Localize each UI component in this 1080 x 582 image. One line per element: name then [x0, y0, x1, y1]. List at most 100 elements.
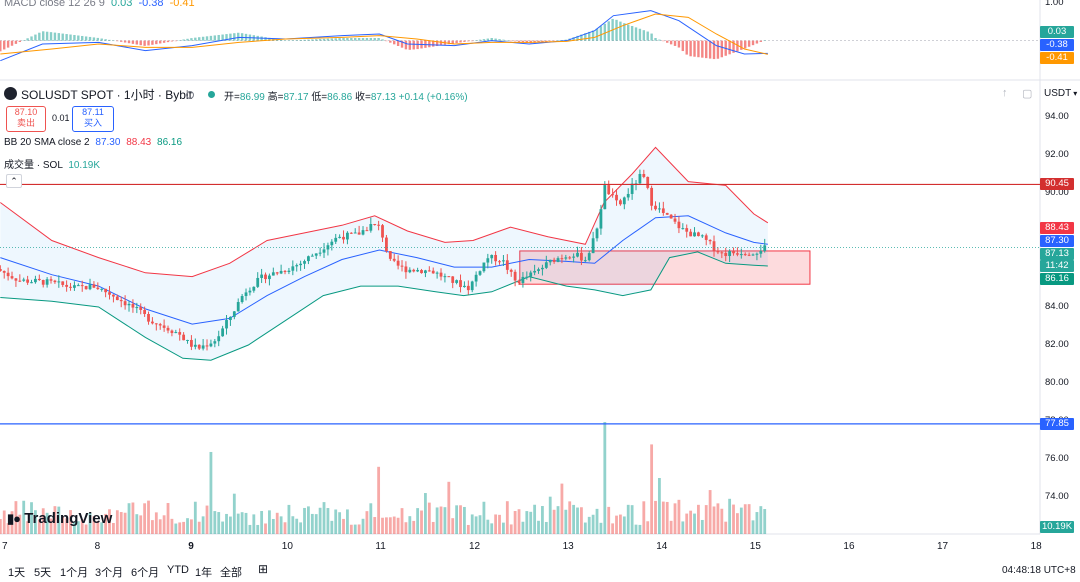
macd-hist-bar [6, 40, 10, 48]
buy-button[interactable]: 87.11 买入 [72, 106, 114, 132]
volume-legend[interactable]: 成交量 · SOL 10.19K [4, 156, 100, 171]
volume-bar [580, 507, 583, 534]
candle-body [697, 232, 700, 237]
candle-body [478, 271, 482, 275]
macd-hist-bar [287, 40, 291, 42]
candle-body [338, 236, 342, 238]
candle-body [49, 279, 53, 281]
candle-body [763, 245, 767, 251]
macd-hist-bar [221, 34, 224, 41]
range-button[interactable]: YTD [167, 564, 189, 576]
arrow-up-icon[interactable]: ↑ [1002, 87, 1008, 99]
candle-body [353, 232, 357, 234]
macd-hist-bar [751, 40, 755, 46]
candle-body [759, 250, 763, 254]
brand-name: TradingView [24, 510, 113, 527]
range-button[interactable]: 1年 [195, 567, 213, 579]
candle-body [139, 307, 143, 310]
candle-body [57, 281, 61, 283]
volume-bar [556, 506, 560, 534]
candle-body [115, 296, 119, 301]
macd-hist-bar [170, 40, 174, 42]
range-button[interactable]: 全部 [220, 567, 242, 579]
macd-hist-bar [677, 40, 681, 48]
range-button[interactable]: 1个月 [60, 567, 89, 579]
range-button[interactable]: 6个月 [131, 567, 160, 579]
bb-legend[interactable]: BB 20 SMA close 2 87.30 88.43 86.16 [4, 137, 182, 148]
macd-hist-bar [0, 40, 2, 52]
macd-hist-bar [482, 39, 486, 41]
macd-hist-bar [92, 37, 96, 41]
spread-value: 0.01 [52, 113, 70, 123]
volume-bar [268, 510, 271, 534]
macd-hist-bar [560, 40, 564, 41]
volume-bar [190, 519, 193, 534]
macd-hist-bar [595, 28, 599, 41]
time-tick-label: 18 [1030, 541, 1042, 552]
volume-bar [525, 511, 529, 534]
volume-bar [689, 510, 693, 534]
volume-bar [416, 508, 420, 534]
buy-label: 买入 [83, 118, 102, 128]
candle-body [26, 279, 30, 283]
candle-body [615, 194, 618, 201]
candle-body [529, 272, 533, 277]
macd-hist-bar [658, 39, 661, 41]
volume-bar [275, 512, 279, 534]
calendar-icon[interactable]: ⊞ [258, 562, 269, 576]
macd-legend: MACD close 12 26 9 0.03 -0.38 -0.41 [4, 0, 195, 9]
range-button[interactable]: 5天 [34, 567, 52, 579]
volume-label: 成交量 · SOL [4, 160, 63, 171]
collapse-legend-button[interactable]: ⌃ [6, 174, 22, 188]
candle-body [69, 286, 72, 288]
volume-bar [88, 512, 92, 534]
macd-hist-bar [506, 40, 509, 41]
volume-bar [716, 503, 720, 534]
macd-hist-bar [264, 37, 267, 41]
low-value: 86.86 [327, 92, 353, 103]
macd-hist-bar [116, 40, 119, 42]
volume-bar [392, 516, 396, 534]
range-button[interactable]: 1天 [8, 567, 26, 579]
volume-bar [369, 503, 373, 534]
volume-bar [466, 524, 470, 534]
currency-selector[interactable]: USDT ▾ [1044, 88, 1077, 99]
range-button[interactable]: 3个月 [95, 567, 124, 579]
volume-bar [611, 523, 615, 534]
candle-body [41, 279, 45, 285]
macd-hist-bar [268, 37, 271, 41]
symbol-header[interactable]: SOLUSDT SPOT · 1小时 · Bybit [21, 86, 192, 103]
sell-button[interactable]: 87.10 卖出 [6, 106, 46, 132]
volume-bar [654, 500, 657, 534]
volume-bar [303, 507, 306, 534]
volume-bar [704, 505, 708, 534]
macd-hist-bar [537, 40, 540, 43]
macd-hist-bar [584, 33, 587, 41]
volume-bar [361, 518, 365, 534]
volume-bar [318, 507, 322, 534]
macd-label: MACD close 12 26 9 [4, 0, 105, 9]
volume-bar [396, 517, 400, 534]
bb-basis-tag: 87.30 [1040, 234, 1074, 247]
candle-body [65, 284, 69, 287]
macd-hist-bar [311, 39, 314, 41]
macd-hist-bar [112, 40, 115, 42]
candle-body [166, 327, 170, 331]
candle-body [30, 282, 33, 284]
macd-hist-bar [646, 31, 649, 41]
volume-bar [509, 524, 513, 534]
visibility-icon[interactable] [186, 91, 194, 99]
price-tick-label: 76.00 [1045, 453, 1069, 464]
tradingview-logo[interactable]: ▮● TradingView [7, 510, 112, 527]
volume-bar [669, 520, 673, 534]
candle-body [681, 228, 685, 230]
volume-bar [57, 506, 61, 534]
maximize-icon[interactable]: ▢ [1022, 88, 1033, 100]
clock-readout[interactable]: 04:48:18 UTC+8 [1002, 565, 1076, 576]
macd-hist-bar [143, 40, 146, 46]
volume-bar [112, 522, 115, 534]
candle-body [416, 270, 420, 272]
sell-price: 87.10 [14, 107, 38, 117]
macd-hist-bar [303, 39, 306, 41]
